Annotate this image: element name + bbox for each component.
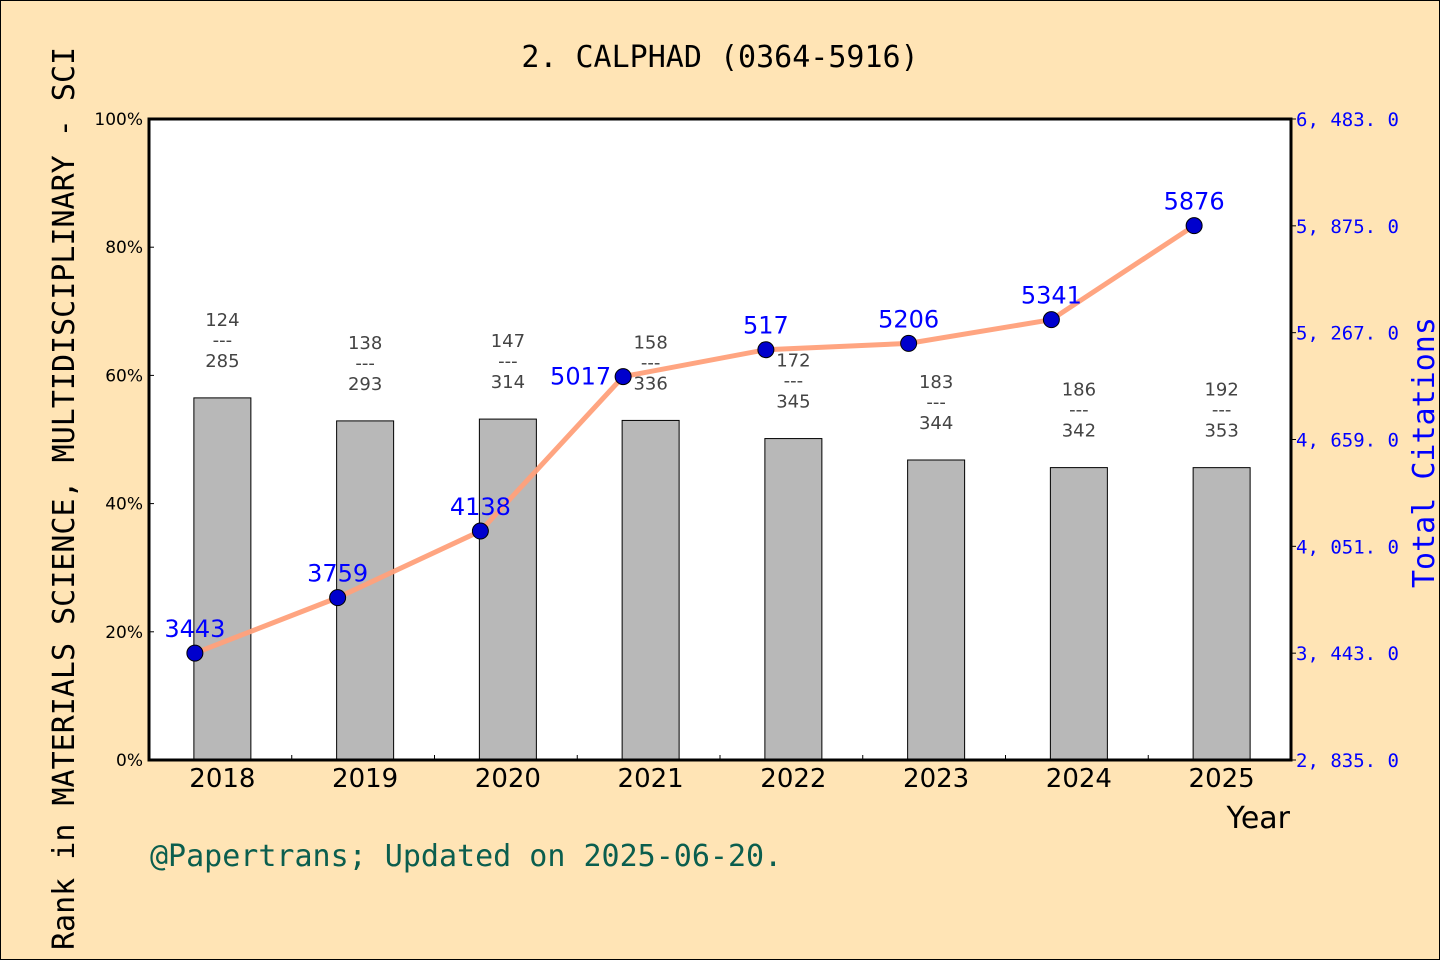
x-tick-label: 2025 xyxy=(1189,764,1255,794)
left-tick-label: 0% xyxy=(116,751,143,771)
total-label: 293 xyxy=(348,374,382,395)
rank-separator: --- xyxy=(498,351,518,372)
plot-area xyxy=(149,119,1291,760)
citation-value-label: 5341 xyxy=(1021,282,1082,310)
right-tick-label: 5, 875. 0 xyxy=(1296,216,1399,238)
citation-point xyxy=(471,522,489,540)
bar-2021 xyxy=(621,419,680,761)
rank-separator: --- xyxy=(1212,400,1232,421)
right-tick-label: 4, 659. 0 xyxy=(1296,430,1399,452)
rank-label: 147 xyxy=(491,331,525,352)
citation-point xyxy=(186,644,204,662)
citation-value-label: 5017 xyxy=(550,363,611,391)
total-label: 285 xyxy=(205,351,239,372)
rank-label: 183 xyxy=(919,372,953,393)
x-tick-label: 2022 xyxy=(760,764,826,794)
x-tick-label: 2024 xyxy=(1046,764,1112,794)
x-tick-label: 2020 xyxy=(475,764,541,794)
right-tick-label: 6, 483. 0 xyxy=(1296,109,1399,131)
citation-value-label: 4138 xyxy=(450,493,511,521)
chart-title: 2. CALPHAD (0364-5916) xyxy=(521,40,918,75)
total-label: 314 xyxy=(491,372,525,393)
citation-point xyxy=(1042,311,1060,329)
right-axis-label: Total Citations xyxy=(1407,317,1440,588)
total-label: 353 xyxy=(1204,421,1238,442)
left-tick-label: 60% xyxy=(105,366,143,386)
bar-2020 xyxy=(478,418,537,761)
rank-separator: --- xyxy=(1069,400,1089,421)
rank-label: 172 xyxy=(776,351,810,372)
rank-separator: --- xyxy=(355,353,375,374)
x-tick-label: 2021 xyxy=(618,764,684,794)
citation-value-label: 3443 xyxy=(164,615,225,643)
left-tick-label: 80% xyxy=(105,238,143,258)
citation-point xyxy=(1185,217,1203,235)
x-tick-label: 2019 xyxy=(332,764,398,794)
rank-label: 158 xyxy=(633,332,667,353)
rank-label: 186 xyxy=(1062,380,1096,401)
x-tick-label: 2018 xyxy=(189,764,255,794)
bar-2025 xyxy=(1192,467,1251,761)
citation-value-label: 5206 xyxy=(878,305,939,333)
total-label: 336 xyxy=(633,373,667,394)
bar-2022 xyxy=(764,438,823,761)
rank-label: 192 xyxy=(1204,380,1238,401)
rank-label: 138 xyxy=(348,333,382,354)
x-tick-label: 2023 xyxy=(903,764,969,794)
total-label: 342 xyxy=(1062,421,1096,442)
left-tick-label: 40% xyxy=(105,495,143,515)
citation-point xyxy=(757,341,775,359)
footer-note: @Papertrans; Updated on 2025-06-20. xyxy=(150,839,782,874)
right-tick-label: 5, 267. 0 xyxy=(1296,323,1399,345)
x-axis-label: Year xyxy=(1225,801,1290,836)
bar-2018 xyxy=(193,397,252,761)
rank-label: 124 xyxy=(205,310,239,331)
citation-value-label: 517 xyxy=(743,312,789,340)
left-axis-label: Rank in MATERIALS SCIENCE, MULTIDISCIPLI… xyxy=(47,47,82,950)
citation-point xyxy=(329,589,347,607)
citation-value-label: 3759 xyxy=(307,560,368,588)
bar-2019 xyxy=(336,420,395,761)
total-label: 345 xyxy=(776,392,810,413)
citation-point xyxy=(614,368,632,386)
rank-separator: --- xyxy=(213,330,233,351)
citation-value-label: 5876 xyxy=(1164,188,1225,216)
bar-2023 xyxy=(907,459,966,761)
right-tick-label: 2, 835. 0 xyxy=(1296,750,1399,772)
left-tick-label: 20% xyxy=(105,623,143,643)
citations-line xyxy=(193,223,1196,656)
rank-separator: --- xyxy=(926,392,946,413)
total-label: 344 xyxy=(919,413,953,434)
left-tick-label: 100% xyxy=(94,110,143,130)
rank-separator: --- xyxy=(784,371,804,392)
bar-2024 xyxy=(1049,467,1108,761)
right-tick-label: 4, 051. 0 xyxy=(1296,536,1399,558)
right-tick-label: 3, 443. 0 xyxy=(1296,643,1399,665)
citation-point xyxy=(900,334,918,352)
